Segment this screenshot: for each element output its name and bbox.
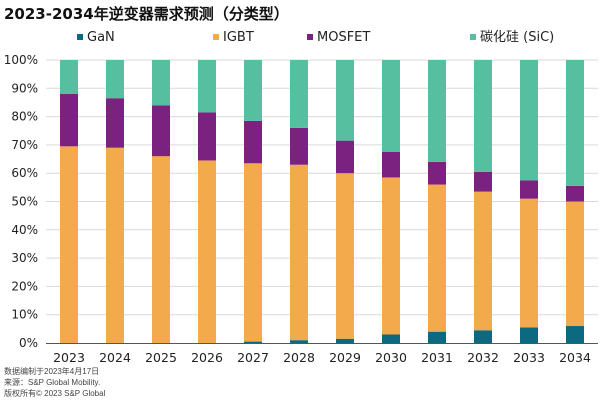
bar-segment-igbt-2030: [382, 177, 400, 335]
bar-segment-gan-2033: [520, 327, 538, 343]
y-tick-label: 70%: [11, 138, 38, 152]
bar-segment-igbt-2027: [244, 163, 262, 342]
x-axis: 2023 2024 2025 2026 2027 2028 2029 2030 2031 2032…: [46, 343, 598, 365]
bar-segment-igbt-2034: [566, 201, 584, 327]
gridlines: [46, 59, 598, 316]
bar-segment-igbt-2033: [520, 198, 538, 328]
footer-date: 数据编制于2023年4月17日: [4, 367, 100, 376]
bar-segment-sic-2027: [244, 60, 262, 121]
bar-segment-gan-2032: [474, 330, 492, 343]
x-tick-label-2031: 2031: [421, 350, 453, 365]
x-tick-label-2027: 2027: [237, 350, 269, 365]
bar-segment-gan-2027: [244, 341, 262, 343]
bar-segment-gan-2028: [290, 340, 308, 343]
x-tick-label-2028: 2028: [283, 350, 315, 365]
bar-segment-igbt-2028: [290, 164, 308, 341]
bar-segment-sic-2028: [290, 60, 308, 128]
bar-segment-igbt-2031: [428, 184, 446, 332]
y-tick-label: 30%: [11, 251, 38, 265]
legend-swatch-sic: [470, 34, 476, 40]
bar-segment-sic-2026: [198, 60, 216, 113]
x-tick-label-2025: 2025: [145, 350, 177, 365]
x-tick-label-2030: 2030: [375, 350, 407, 365]
bars: [60, 60, 584, 343]
y-tick-label: 60%: [11, 166, 38, 180]
x-tick-label-2033: 2033: [513, 350, 545, 365]
bar-segment-gan-2030: [382, 334, 400, 343]
bar-segment-igbt-2023: [60, 146, 78, 343]
bar-segment-mosfet-2028: [290, 127, 308, 165]
bar-segment-sic-2023: [60, 60, 78, 94]
footer-source: 来源：S&P Global Mobility.: [4, 378, 101, 387]
y-tick-label: 90%: [11, 81, 38, 95]
y-tick-label: 0%: [19, 336, 38, 350]
bar-segment-gan-2029: [336, 338, 354, 343]
bar-segment-mosfet-2026: [198, 112, 216, 161]
legend-swatch-igbt: [213, 34, 219, 40]
legend: GaN IGBT MOSFET 碳化硅 (SiC): [77, 30, 554, 45]
legend-swatch-gan: [77, 34, 83, 40]
x-tick-label-2032: 2032: [467, 350, 499, 365]
bar-segment-mosfet-2033: [520, 180, 538, 199]
bar-segment-igbt-2024: [106, 147, 124, 343]
bar-segment-mosfet-2030: [382, 151, 400, 178]
x-tick-label-2026: 2026: [191, 350, 223, 365]
x-tick-label-2023: 2023: [53, 350, 85, 365]
x-tick-label-2024: 2024: [99, 350, 131, 365]
legend-swatch-mosfet: [307, 34, 313, 40]
bar-segment-igbt-2026: [198, 160, 216, 343]
bar-segment-sic-2032: [474, 60, 492, 172]
bar-segment-mosfet-2029: [336, 140, 354, 174]
bar-segment-sic-2024: [106, 60, 124, 99]
bar-segment-mosfet-2032: [474, 171, 492, 192]
y-tick-label: 10%: [11, 308, 38, 322]
bar-segment-sic-2030: [382, 60, 400, 152]
bar-segment-sic-2034: [566, 60, 584, 186]
chart-title: 2023-2034年逆变器需求预测（分类型）: [4, 5, 289, 23]
bar-segment-gan-2031: [428, 331, 446, 343]
bar-segment-mosfet-2023: [60, 93, 78, 147]
footer-copyright: 版权所有© 2023 S&P Global: [4, 389, 106, 398]
y-tick-label: 50%: [11, 195, 38, 209]
bar-segment-sic-2033: [520, 60, 538, 181]
bar-segment-gan-2034: [566, 326, 584, 343]
y-tick-label: 100%: [4, 53, 38, 67]
bar-segment-mosfet-2034: [566, 185, 584, 202]
bar-segment-sic-2031: [428, 60, 446, 162]
bar-segment-mosfet-2031: [428, 161, 446, 185]
y-axis: 0% 10% 20% 30% 40% 50% 60% 70% 80% 90% 100%: [4, 53, 38, 350]
legend-label-igbt: IGBT: [223, 30, 254, 45]
y-tick-label: 80%: [11, 110, 38, 124]
y-tick-label: 40%: [11, 223, 38, 237]
bar-segment-sic-2025: [152, 60, 170, 106]
bar-segment-mosfet-2027: [244, 120, 262, 164]
bar-segment-igbt-2029: [336, 173, 354, 339]
bar-segment-igbt-2032: [474, 191, 492, 331]
legend-label-sic: 碳化硅 (SiC): [480, 30, 554, 45]
x-tick-label-2029: 2029: [329, 350, 361, 365]
legend-label-gan: GaN: [87, 30, 115, 45]
bar-segment-mosfet-2024: [106, 98, 124, 148]
legend-label-mosfet: MOSFET: [317, 30, 370, 45]
x-tick-label-2034: 2034: [559, 350, 591, 365]
bar-segment-sic-2029: [336, 60, 354, 141]
bar-segment-mosfet-2025: [152, 105, 170, 157]
y-tick-label: 20%: [11, 279, 38, 293]
bar-segment-igbt-2025: [152, 156, 170, 343]
